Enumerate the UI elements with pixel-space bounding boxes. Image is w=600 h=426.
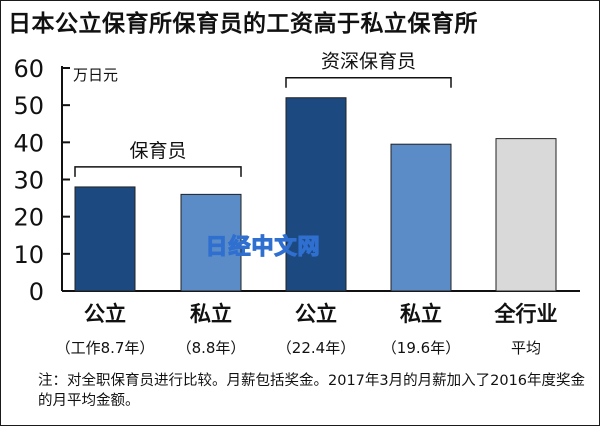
category-sublabel: （8.8年） [177, 339, 246, 357]
y-axis-unit: 万日元 [73, 66, 118, 84]
footnote-prefix: 注： [38, 373, 67, 389]
bar-3 [285, 97, 347, 292]
bar-2 [180, 193, 242, 292]
category-label: 私立 [190, 302, 232, 326]
group-bracket [74, 166, 242, 177]
bar-4 [390, 143, 452, 292]
y-tick-label: 20 [13, 204, 44, 232]
watermark-logo: 日经中文网 [205, 234, 320, 260]
bar-5 [495, 138, 557, 292]
category-sublabel: （19.6年） [382, 339, 460, 357]
y-tick-label: 60 [13, 55, 44, 83]
y-tick-label: 10 [13, 241, 44, 269]
y-tick-label: 50 [13, 92, 44, 120]
chart-title: 日本公立保育所保育员的工资高于私立保育所 [8, 11, 478, 37]
bar-1 [74, 186, 136, 292]
group-label: 资深保育员 [321, 51, 416, 73]
footnote: 注：对全职保育员进行比较。月薪包括奖金。2017年3月的月薪加入了2016年度奖… [38, 371, 594, 411]
category-label: 私立 [400, 302, 442, 326]
y-tick-label: 30 [13, 167, 44, 195]
footnote-text: 对全职保育员进行比较。月薪包括奖金。2017年3月的月薪加入了2016年度奖金的… [38, 373, 586, 409]
category-sublabel: 平均 [511, 339, 541, 357]
category-sublabel: （工作8.7年） [56, 339, 155, 357]
group-bracket [285, 76, 452, 88]
category-label: 公立 [84, 302, 126, 326]
y-tick-label: 0 [29, 278, 44, 306]
group-label: 保育员 [129, 140, 186, 162]
y-tick-label: 40 [13, 129, 44, 157]
category-sublabel: （22.4年） [277, 339, 355, 357]
category-label: 全行业 [494, 302, 558, 326]
category-label: 公立 [295, 302, 337, 326]
